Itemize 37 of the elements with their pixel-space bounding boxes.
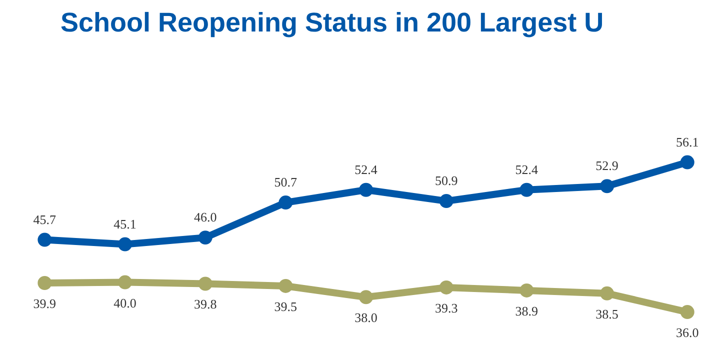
data-label: 38.9	[515, 303, 538, 318]
data-label: 36.0	[676, 325, 699, 340]
point	[118, 237, 132, 252]
point	[520, 182, 534, 197]
data-label: 52.9	[596, 158, 618, 174]
data-label: 45.7	[33, 212, 57, 227]
data-label: 52.4	[515, 162, 539, 177]
data-label: 39.8	[194, 296, 217, 312]
data-label: 46.0	[194, 210, 217, 225]
point	[680, 155, 694, 170]
data-label: 38.5	[596, 306, 618, 322]
data-label: 40.0	[114, 295, 136, 310]
data-label: 38.0	[354, 310, 378, 326]
point	[278, 278, 293, 293]
chart-title: School Reopening Status in 200 Largest U	[60, 8, 604, 38]
point	[439, 194, 454, 208]
point	[38, 276, 52, 290]
point	[359, 182, 374, 197]
data-label: 52.4	[354, 162, 378, 177]
point	[198, 276, 212, 291]
point	[118, 275, 132, 290]
point	[600, 179, 614, 194]
point	[38, 232, 52, 247]
data-label: 39.5	[274, 298, 298, 314]
point	[278, 196, 293, 210]
point	[600, 286, 614, 300]
data-label: 50.9	[434, 173, 458, 188]
data-label: 56.1	[676, 134, 699, 150]
point	[680, 305, 694, 320]
data-label: 39.3	[434, 300, 458, 316]
point	[439, 280, 454, 294]
point	[198, 230, 212, 245]
data-label: 45.1	[114, 216, 136, 232]
point	[359, 290, 374, 304]
point	[520, 283, 534, 298]
data-label: 50.7	[274, 174, 298, 190]
data-label: 39.9	[33, 296, 56, 312]
